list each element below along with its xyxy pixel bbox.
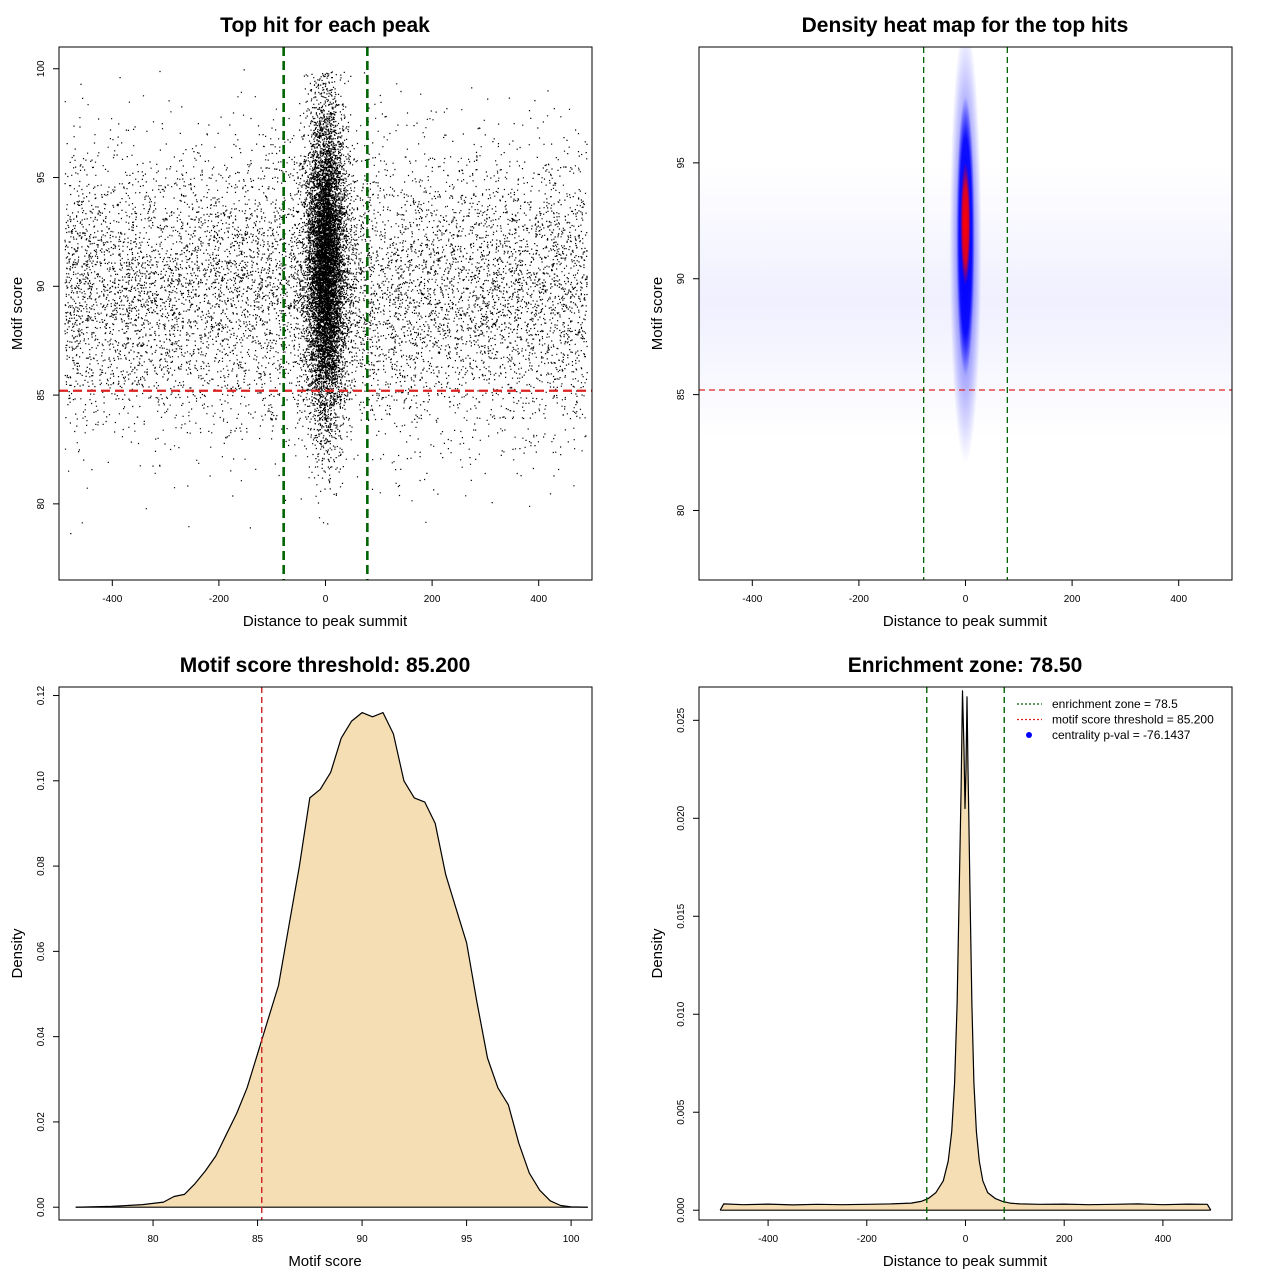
x-tick-label: -200 <box>849 594 869 605</box>
score-density-title: Motif score threshold: 85.200 <box>180 654 471 677</box>
y-tick-label: 0.015 <box>676 903 687 928</box>
scatter-axes: -400 -200 0 200 400 80 85 90 95 100 <box>36 46 593 605</box>
x-tick-label: 400 <box>530 594 547 605</box>
x-tick-label: 85 <box>252 1234 264 1245</box>
y-tick-label: 0.06 <box>36 941 47 961</box>
x-tick-label: -200 <box>209 594 229 605</box>
heatmap-axes: -400 -200 0 200 400 80 85 90 95 <box>676 46 1233 605</box>
x-tick-label: 400 <box>1155 1234 1172 1245</box>
x-tick-label: 200 <box>424 594 441 605</box>
y-tick-label: 0.10 <box>36 771 47 791</box>
y-tick-label: 85 <box>36 389 47 401</box>
y-tick-label: 95 <box>676 157 687 169</box>
y-tick-label: 80 <box>36 498 47 510</box>
x-tick-label: 400 <box>1170 594 1187 605</box>
y-tick-label: 0.000 <box>676 1197 687 1222</box>
score-density-axes: 80 85 90 95 100 0.00 0.02 0.04 0.06 0.08 0.10 0.12 <box>36 685 593 1245</box>
distance-density-curve <box>719 690 1212 1211</box>
y-tick-label: 90 <box>676 273 687 285</box>
score-density-curve <box>75 712 588 1208</box>
y-tick-label: 100 <box>36 60 47 77</box>
score-density-area <box>75 712 588 1208</box>
y-tick-label: 80 <box>676 504 687 516</box>
x-tick-label: 95 <box>461 1234 473 1245</box>
x-tick-label: 0 <box>963 594 969 605</box>
distance-density-title: Enrichment zone: 78.50 <box>848 654 1083 677</box>
heatmap-density <box>699 47 1232 464</box>
score-density-y-axis-label: Density <box>9 928 26 979</box>
legend-entry-label: enrichment zone = 78.5 <box>1052 697 1178 711</box>
x-tick-label: -400 <box>102 594 122 605</box>
x-tick-label: 90 <box>357 1234 369 1245</box>
scatter-y-axis-label: Motif score <box>9 277 26 350</box>
x-tick-label: 100 <box>563 1234 580 1245</box>
x-tick-label: 200 <box>1056 1234 1073 1245</box>
x-tick-label: 0 <box>323 594 329 605</box>
y-tick-label: 0.04 <box>36 1026 47 1046</box>
legend-entry-label: centrality p-val = -76.1437 <box>1052 728 1191 742</box>
distance-density-x-axis-label: Distance to peak summit <box>883 1253 1048 1270</box>
heatmap-hotspot <box>960 161 971 286</box>
y-tick-label: 95 <box>36 172 47 184</box>
scatter-points <box>64 69 588 535</box>
distance-density-y-axis-label: Density <box>649 928 666 979</box>
score-density-x-axis-label: Motif score <box>288 1253 361 1270</box>
x-tick-label: 0 <box>963 1234 969 1245</box>
y-tick-label: 90 <box>36 280 47 292</box>
scatter-point-cloud <box>64 69 588 535</box>
scatter-title: Top hit for each peak <box>220 14 430 37</box>
y-tick-label: 0.005 <box>676 1099 687 1124</box>
y-tick-label: 0.12 <box>36 685 47 705</box>
y-tick-label: 85 <box>676 389 687 401</box>
y-tick-label: 0.025 <box>676 707 687 732</box>
y-tick-label: 0.02 <box>36 1112 47 1132</box>
x-tick-label: -400 <box>742 594 762 605</box>
x-tick-label: 200 <box>1064 594 1081 605</box>
x-tick-label: -400 <box>758 1234 778 1245</box>
heatmap-x-axis-label: Distance to peak summit <box>883 613 1048 630</box>
y-tick-label: 0.020 <box>676 805 687 830</box>
legend: enrichment zone = 78.5 motif score thresh… <box>1017 697 1214 742</box>
x-tick-label: -200 <box>857 1234 877 1245</box>
legend-entry-label: motif score threshold = 85.200 <box>1052 713 1214 727</box>
y-tick-label: 0.010 <box>676 1001 687 1026</box>
scatter-x-axis-label: Distance to peak summit <box>243 613 408 630</box>
heatmap-y-axis-label: Motif score <box>649 277 666 350</box>
x-tick-label: 80 <box>147 1234 159 1245</box>
score-density-frame <box>58 686 593 1221</box>
y-tick-label: 0.08 <box>36 856 47 876</box>
heatmap-title: Density heat map for the top hits <box>802 14 1129 37</box>
legend-point-marker <box>1026 732 1032 738</box>
distance-density-area <box>720 690 1211 1211</box>
y-tick-label: 0.00 <box>36 1197 47 1217</box>
distance-density-axes: -400 -200 0 200 400 0.000 0.005 0.010 0.015 0.020… <box>676 686 1233 1245</box>
